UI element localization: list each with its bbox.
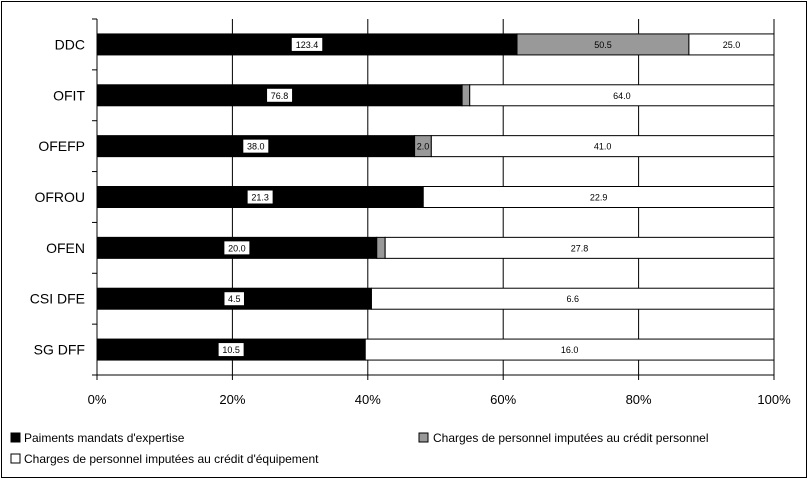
data-label-sg-dff-s2: 16.0 (561, 345, 579, 355)
data-label-box (243, 139, 269, 153)
axes (92, 18, 775, 380)
bar-segment-ofrou-s2 (422, 186, 775, 208)
data-label-ofit-s0: 76.8 (271, 91, 289, 101)
data-label-csi-dfe-s2: 6.6 (566, 294, 579, 304)
data-label-ddc-s0: 123.4 (296, 40, 319, 50)
legend-label-paiments: Paiments mandats d'expertise (24, 431, 185, 445)
x-tick-label: 80% (626, 392, 652, 407)
x-tick-label: 40% (355, 392, 381, 407)
category-label-ddc: DDC (55, 36, 85, 52)
bar-segment-sg-dff-s2 (364, 338, 775, 361)
x-tick-label: 20% (219, 392, 245, 407)
data-label-box (247, 190, 273, 204)
legend-swatch-paiments (10, 432, 21, 443)
legend-label-credit-equipement: Charges de personnel imputées au crédit … (24, 452, 319, 466)
category-label-csi-dfe: CSI DFE (30, 291, 85, 307)
data-label-box (267, 88, 293, 102)
data-label-box (218, 343, 244, 357)
category-label-ofrou: OFROU (34, 189, 85, 205)
data-labels: 123.4 50.5 25.0 76.8 64.0 38.0 2.0 41.0 21.3 22.9… (218, 37, 741, 357)
data-label-ofefp-s2: 41.0 (594, 142, 612, 152)
category-label-ofefp: OFEFP (38, 138, 85, 154)
category-label-sg-dff: SG DFF (34, 342, 85, 358)
category-labels: DDC OFIT OFEFP OFROU OFEN CSI DFE SG DFF (30, 36, 86, 357)
data-label-ofen-s2: 27.8 (571, 243, 589, 253)
bar-segment-ddc-s2 (688, 33, 775, 56)
bar-segment-ofit-s2 (469, 84, 775, 107)
x-tick-label: 60% (490, 392, 516, 407)
data-label-ofen-s0: 20.0 (228, 243, 246, 253)
data-label-ofrou-s0: 21.3 (251, 193, 269, 203)
data-label-box (291, 37, 323, 51)
bar-segment-ofit-s1 (461, 84, 471, 107)
legend-item-credit-equipement: Charges de personnel imputées au crédit … (10, 452, 319, 466)
bar-segment-ofen-s2 (384, 236, 775, 259)
bar-segment-ofefp-s2 (430, 135, 775, 158)
x-tick-label: 0% (88, 392, 107, 407)
x-tick-labels: 0% 20% 40% 60% 80% 100% (88, 392, 791, 407)
bars (96, 33, 775, 361)
data-label-box (224, 241, 250, 255)
data-label-csi-dfe-s0: 4.5 (228, 294, 241, 304)
data-label-ofefp-s0: 38.0 (247, 142, 265, 152)
data-label-box (224, 292, 244, 306)
data-label-ofefp-s1: 2.0 (417, 142, 430, 152)
legend-item-credit-personnel: Charges de personnel imputées au crédit … (418, 431, 709, 445)
category-label-ofen: OFEN (46, 240, 85, 256)
data-label-ddc-s2: 25.0 (723, 40, 741, 50)
bar-segment-csi-dfe-s2 (370, 287, 775, 310)
category-label-ofit: OFIT (53, 87, 85, 103)
data-label-ddc-s1: 50.5 (594, 40, 612, 50)
legend-label-credit-personnel: Charges de personnel imputées au crédit … (433, 431, 709, 445)
x-tick-label: 100% (757, 392, 791, 407)
legend-swatch-credit-equipement (10, 453, 21, 464)
legend-swatch-credit-personnel (418, 432, 429, 443)
data-label-ofrou-s2: 22.9 (590, 193, 608, 203)
legend: Paiments mandats d'expertise Charges de … (10, 431, 709, 466)
data-label-sg-dff-s0: 10.5 (222, 345, 240, 355)
bar-segment-ofen-s1 (376, 236, 386, 259)
legend-item-paiments: Paiments mandats d'expertise (10, 431, 185, 445)
data-label-ofit-s2: 64.0 (613, 91, 631, 101)
